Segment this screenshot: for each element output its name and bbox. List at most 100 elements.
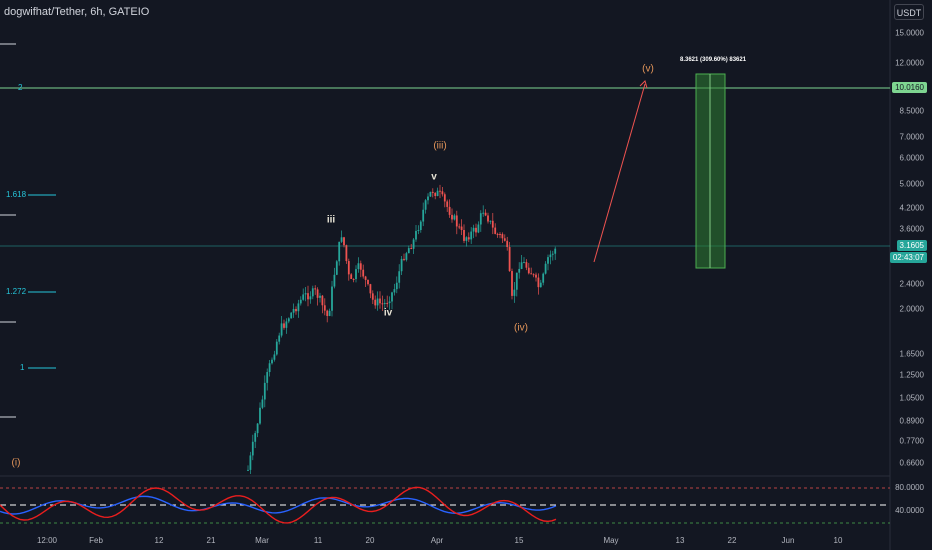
- price-tick: 3.6000: [899, 224, 924, 234]
- candle-body: [263, 382, 266, 400]
- candle-body: [431, 191, 434, 193]
- candle-body: [307, 293, 309, 300]
- symbol-title[interactable]: dogwifhat/Tether, 6h, GATEIO: [4, 6, 150, 18]
- wave-label-i: (i): [11, 457, 21, 469]
- fib-levels: [28, 194, 56, 369]
- candle-body: [259, 407, 261, 424]
- candle-body: [501, 234, 504, 239]
- candle-body: [247, 469, 249, 471]
- candle-body: [280, 323, 283, 336]
- candle-body: [465, 237, 468, 241]
- candle-body: [309, 296, 312, 300]
- candle-body: [496, 233, 499, 235]
- candle-body: [316, 289, 319, 298]
- time-tick: May: [603, 536, 619, 545]
- candle-body: [350, 274, 353, 279]
- candle-body: [367, 279, 369, 285]
- candle-body: [311, 288, 314, 297]
- candle-body: [513, 289, 516, 296]
- candle-body: [446, 201, 449, 207]
- candle-body: [333, 274, 336, 287]
- candle-body: [506, 240, 509, 248]
- currency-button[interactable]: USDT: [894, 4, 924, 20]
- candle-body: [314, 288, 317, 290]
- candle-body: [434, 192, 437, 197]
- time-tick: Feb: [89, 536, 103, 545]
- price-tick: 2.0000: [899, 304, 924, 314]
- candle-body: [393, 289, 396, 293]
- candle-body: [422, 209, 425, 222]
- candle-body: [484, 212, 487, 216]
- candle-body: [249, 455, 252, 470]
- candle-body: [302, 294, 305, 300]
- candle-body: [379, 298, 381, 304]
- candle-body: [383, 302, 386, 304]
- price-tick: 1.0500: [899, 393, 924, 403]
- candle-body: [451, 214, 453, 220]
- candle-body: [374, 299, 377, 306]
- candle-body: [511, 271, 513, 296]
- price-tick: 0.6600: [899, 458, 924, 468]
- time-tick: 12: [154, 536, 164, 545]
- candle-body: [532, 274, 535, 276]
- candle-body: [268, 363, 271, 373]
- wave-label-v-major: (v): [642, 63, 654, 75]
- candle-body: [319, 295, 321, 298]
- candle-body: [340, 237, 343, 242]
- candle-body: [362, 269, 365, 277]
- candle-body: [321, 295, 324, 306]
- time-tick: Mar: [255, 536, 269, 545]
- wave-label-iii-major: (iii): [433, 140, 447, 152]
- candle-body: [412, 239, 415, 249]
- candle-body: [491, 220, 494, 228]
- candle-body: [292, 308, 295, 313]
- time-tick: 15: [514, 536, 524, 545]
- candle-body: [518, 268, 521, 273]
- candle-body: [527, 267, 530, 274]
- candle-body: [525, 262, 528, 268]
- candle-body: [343, 237, 345, 246]
- time-tick: 13: [675, 536, 685, 545]
- time-tick: 20: [365, 536, 375, 545]
- last-price-tag: 3.1605: [896, 240, 927, 251]
- candle-body: [520, 262, 523, 269]
- candle-body: [271, 359, 273, 364]
- candle-body: [467, 237, 470, 240]
- candle-body: [295, 308, 297, 312]
- candle-body: [338, 241, 341, 262]
- candle-body: [429, 191, 432, 197]
- candle-body: [455, 215, 458, 227]
- oscillator-main-line: [0, 486, 557, 524]
- fib-label-2: 2: [18, 83, 23, 92]
- candle-body: [463, 229, 465, 241]
- time-tick: 21: [206, 536, 216, 545]
- candle-body: [448, 206, 451, 215]
- candle-body: [547, 257, 549, 264]
- candlestick-series: [247, 184, 557, 474]
- fib-label-1272: 1.272: [6, 287, 27, 296]
- candle-body: [407, 248, 410, 254]
- candle-body: [304, 293, 307, 295]
- wave-label-iii-minor: iii: [326, 214, 336, 226]
- candle-body: [494, 227, 497, 234]
- candle-body: [331, 286, 333, 311]
- candle-body: [441, 191, 444, 195]
- candle-body: [544, 263, 547, 274]
- candle-body: [355, 269, 357, 280]
- candle-body: [515, 272, 518, 290]
- candle-body: [395, 282, 398, 290]
- candle-body: [477, 224, 480, 233]
- candle-body: [254, 433, 257, 442]
- price-tick: 5.0000: [899, 179, 924, 189]
- candle-body: [424, 200, 427, 210]
- candle-body: [323, 305, 326, 311]
- wave-label-iv-major: (iv): [514, 322, 528, 334]
- candle-body: [328, 310, 331, 316]
- candle-body: [357, 263, 360, 270]
- candle-body: [427, 196, 429, 201]
- candle-body: [537, 277, 540, 288]
- candle-body: [453, 215, 456, 220]
- candle-body: [508, 247, 511, 272]
- candle-body: [386, 302, 389, 304]
